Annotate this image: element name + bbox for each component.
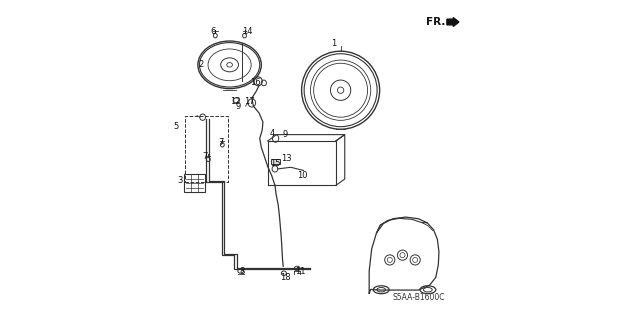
Text: 10: 10: [298, 172, 308, 180]
Text: FR.: FR.: [426, 17, 445, 27]
Bar: [184, 174, 205, 192]
Text: 11: 11: [295, 267, 305, 276]
Text: 9: 9: [282, 130, 288, 139]
Text: 5: 5: [173, 122, 179, 131]
FancyArrow shape: [447, 18, 459, 27]
Text: 14: 14: [242, 27, 252, 36]
Text: 9: 9: [236, 101, 241, 111]
Text: 7: 7: [218, 138, 224, 147]
Text: 12: 12: [230, 97, 240, 106]
Text: 16: 16: [250, 78, 260, 87]
Text: S5AA-B1600C: S5AA-B1600C: [392, 293, 445, 302]
Text: 2: 2: [198, 60, 204, 69]
Text: 1: 1: [331, 39, 336, 48]
Text: 17: 17: [244, 97, 255, 106]
Text: 4: 4: [270, 129, 275, 138]
Text: 8: 8: [239, 267, 244, 276]
Text: 15: 15: [269, 159, 280, 168]
Text: 13: 13: [281, 154, 292, 163]
Text: 6: 6: [210, 27, 216, 36]
Text: 18: 18: [280, 273, 291, 282]
Text: 7: 7: [202, 152, 208, 161]
Text: 3: 3: [178, 176, 183, 185]
Bar: [271, 159, 280, 164]
